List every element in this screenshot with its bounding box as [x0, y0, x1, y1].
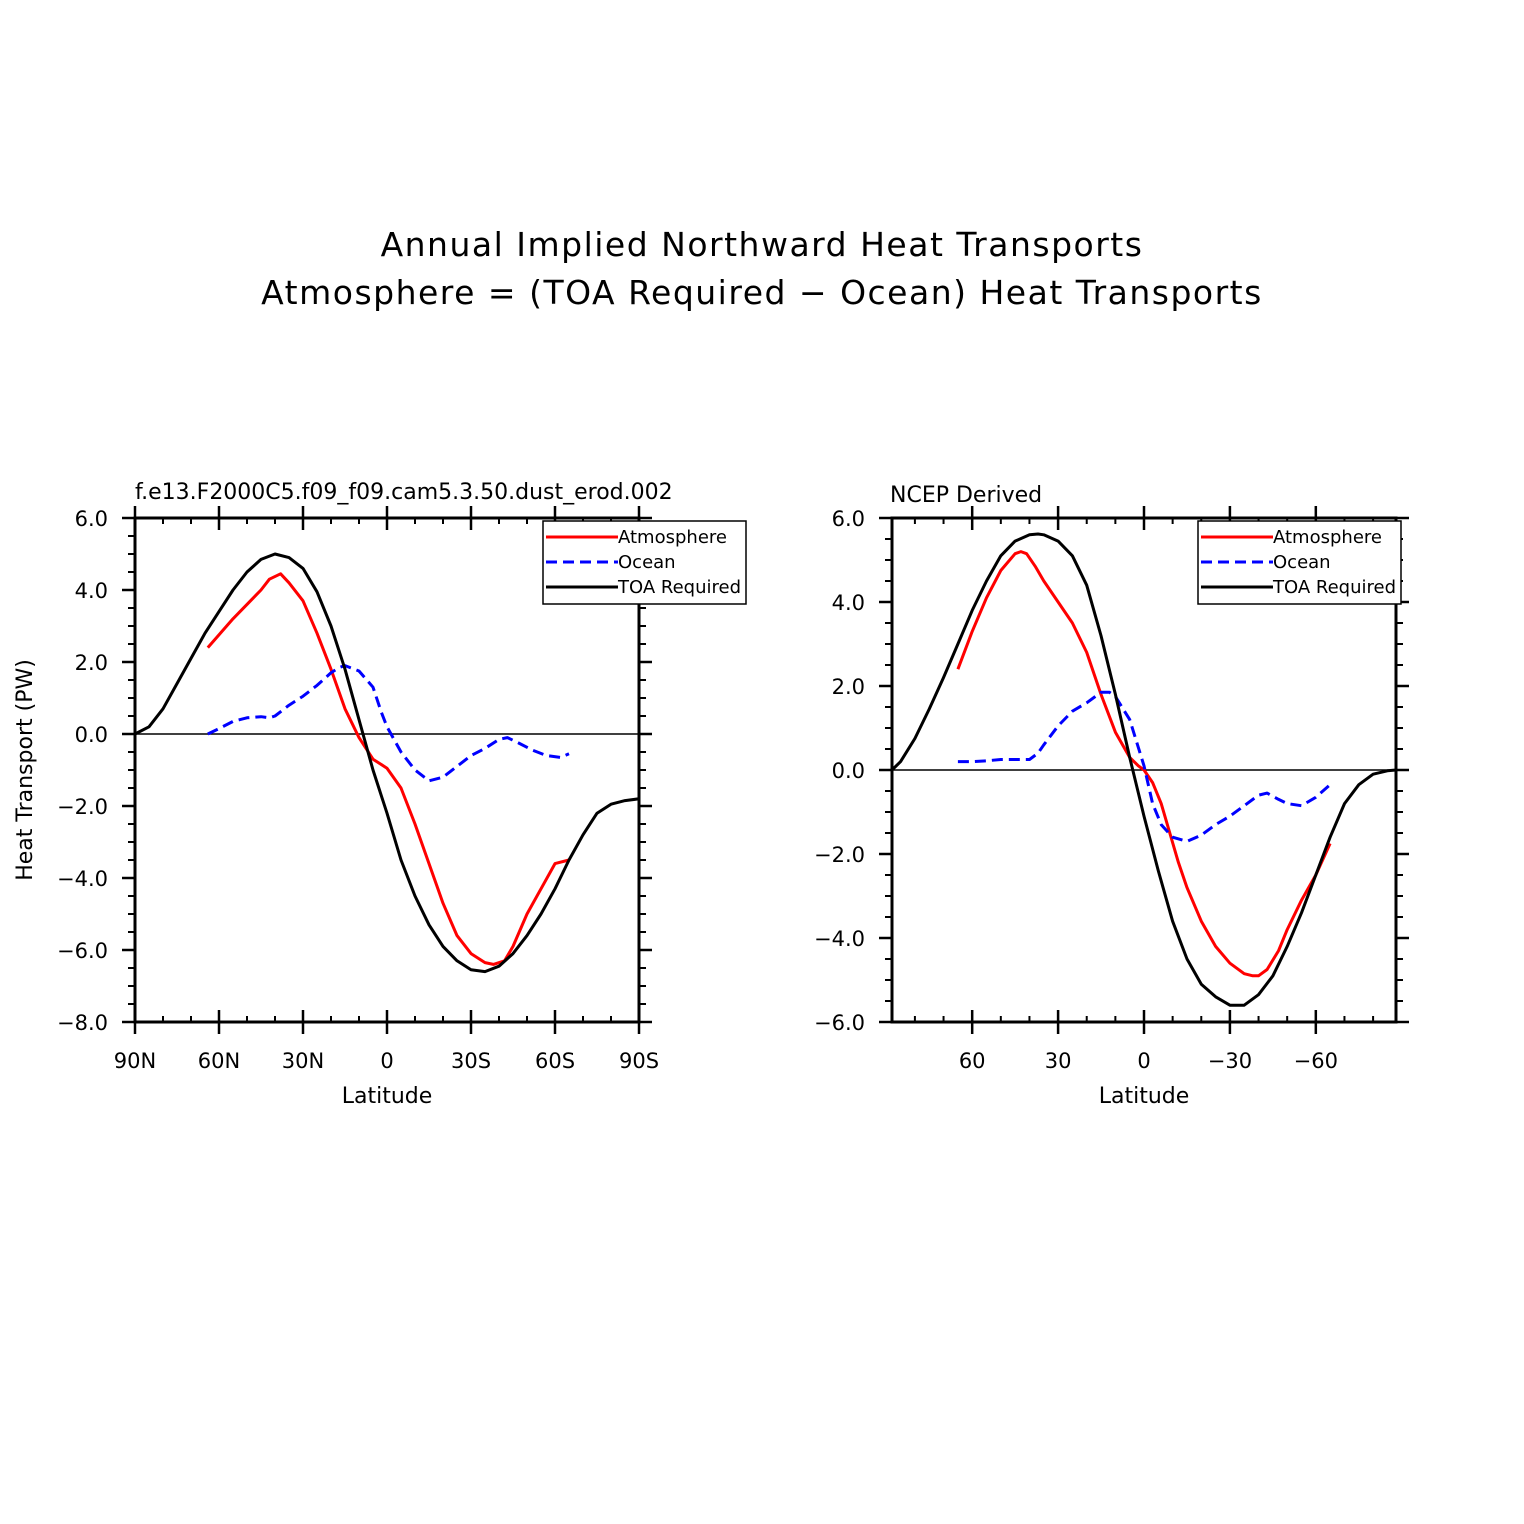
panel-ncep-ytick-label: 2.0	[832, 675, 865, 699]
panel-ncep: NCEP Derived Latitude 60 30 0 −30 −60 6.0 4.0 2…	[814, 483, 1409, 1109]
panel-ncep-legend: Atmosphere Ocean TOA Required	[1197, 520, 1402, 605]
panel-ncep-ytick-label: 6.0	[832, 507, 865, 531]
panel-ncep-ytick-label: −4.0	[814, 927, 865, 951]
panel-model-ytick-label: 2.0	[75, 651, 108, 675]
panel-model-ytick-label: −4.0	[57, 867, 108, 891]
panel-ncep-legend-label: Ocean	[1273, 552, 1331, 573]
panel-model-ytick-label: 0.0	[75, 723, 108, 747]
panel-model-legend-label: TOA Required	[617, 577, 741, 598]
panel-model-ytick-label: 4.0	[75, 579, 108, 603]
panel-ncep-xtick-label: −60	[1294, 1049, 1338, 1073]
panel-ncep-series-ocean	[957, 690, 1332, 843]
panel-ncep-xtick-label: 30	[1045, 1049, 1072, 1073]
panel-model-series-toa-required	[134, 552, 640, 974]
panel-model: f.e13.F2000C5.f09_f09.cam5.3.50.dust_ero…	[13, 480, 747, 1109]
panel-model-xtick-label: 90N	[114, 1049, 156, 1073]
figure-title-line1: Annual Implied Northward Heat Transports	[381, 225, 1144, 264]
panel-model-legend-box	[542, 520, 747, 605]
panel-ncep-xtick-label: 0	[1137, 1049, 1150, 1073]
panel-ncep-series-atmosphere	[956, 550, 1332, 978]
panel-ncep-legend-label: TOA Required	[1272, 577, 1396, 598]
panel-ncep-legend-label: Atmosphere	[1273, 527, 1382, 548]
panel-model-title: f.e13.F2000C5.f09_f09.cam5.3.50.dust_ero…	[135, 480, 673, 505]
panel-ncep-ytick-label: 0.0	[832, 759, 865, 783]
panel-ncep-xtick-label: −30	[1208, 1049, 1252, 1073]
panel-ncep-title: NCEP Derived	[890, 483, 1042, 508]
panel-model-ytick-label: −6.0	[57, 939, 108, 963]
panel-model-legend-label: Atmosphere	[618, 527, 727, 548]
panel-model-ytick-label: −2.0	[57, 795, 108, 819]
panel-model-xlabel: Latitude	[342, 1084, 433, 1109]
panel-model-legend: Atmosphere Ocean TOA Required	[542, 520, 747, 605]
panel-model-xtick-label: 90S	[619, 1049, 659, 1073]
panel-ncep-xlabel: Latitude	[1099, 1084, 1190, 1109]
panel-model-series-atmosphere	[206, 572, 570, 966]
panel-model-xtick-label: 60N	[198, 1049, 240, 1073]
panel-ncep-ytick-label: −6.0	[814, 1011, 865, 1035]
panel-ncep-legend-box	[1197, 520, 1402, 605]
panel-model-xtick-label: 60S	[535, 1049, 575, 1073]
panel-model-ytick-label: 6.0	[75, 507, 108, 531]
panel-ncep-ytick-label: −2.0	[814, 843, 865, 867]
panel-ncep-series-toa-required	[890, 532, 1397, 1007]
panel-ncep-ytick-label: 4.0	[832, 591, 865, 615]
panel-model-series-ocean	[207, 664, 570, 783]
panel-model-xtick-label: 0	[380, 1049, 393, 1073]
panel-model-ytick-label: −8.0	[57, 1011, 108, 1035]
panel-model-xtick-label: 30N	[282, 1049, 324, 1073]
panel-model-xtick-label: 30S	[451, 1049, 491, 1073]
panel-model-legend-label: Ocean	[618, 552, 676, 573]
panel-model-ylabel: Heat Transport (PW)	[13, 659, 38, 881]
figure-title-line2: Atmosphere = (TOA Required − Ocean) Heat…	[261, 273, 1263, 312]
panel-ncep-xtick-label: 60	[959, 1049, 986, 1073]
